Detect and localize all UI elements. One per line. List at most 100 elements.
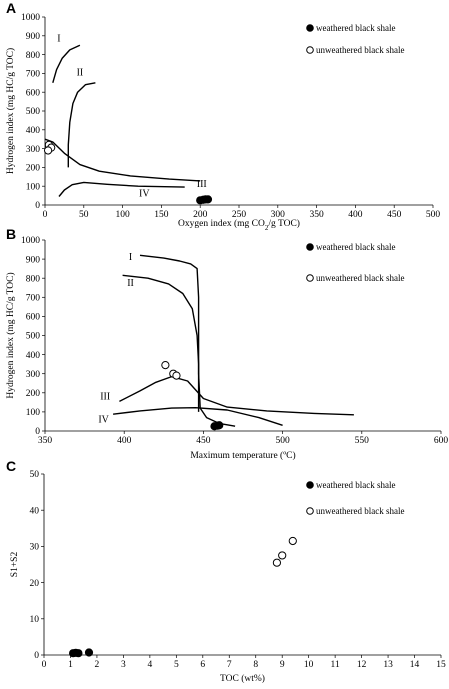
y-tick-label: 10	[30, 615, 40, 625]
y-axis-label: Hydrogen index (mg HC/g TOC)	[5, 48, 16, 174]
panel-letter: C	[6, 458, 16, 474]
x-axis-label-part: Oxygen index (mg CO	[178, 218, 265, 229]
y-tick-label: 20	[30, 579, 40, 589]
x-tick-label: 500	[426, 210, 441, 220]
legend-label: unweathered black shale	[316, 273, 404, 283]
kerogen-curve-IV	[113, 407, 283, 426]
kerogen-curve-II	[122, 274, 200, 412]
x-axis-label-part: 2	[265, 224, 269, 232]
x-tick-label: 9	[280, 660, 285, 670]
y-tick-label: 400	[26, 351, 41, 361]
chart-panel-a: A 0 100 200 300 400 500 600 700 800 900 1000 0 50 100 1…	[5, 0, 440, 232]
x-tick-label: 200	[193, 210, 208, 220]
x-axis-label: TOC (wt%)	[220, 673, 265, 684]
y-tick-label: 600	[26, 313, 41, 323]
y-tick-label: 0	[34, 651, 39, 661]
panel-letter: B	[6, 226, 16, 242]
y-tick-label: 40	[30, 506, 40, 516]
x-tick-label: 6	[200, 660, 205, 670]
x-axis-label: Oxygen index (mg CO2/g TOC)	[178, 218, 300, 232]
unweathered-point	[161, 361, 170, 370]
y-tick-label: 200	[26, 389, 41, 399]
legend-label: weathered black shale	[316, 480, 395, 490]
x-tick-label: 450	[196, 436, 211, 446]
weathered-point	[203, 195, 213, 204]
x-tick-label: 0	[42, 660, 47, 670]
legend-label: unweathered black shale	[316, 506, 404, 516]
y-tick-label: 1000	[21, 13, 40, 23]
x-tick-label: 11	[331, 660, 340, 670]
y-tick-label: 100	[26, 408, 41, 418]
kerogen-curve-III	[119, 375, 354, 416]
y-tick-label: 500	[26, 332, 41, 342]
x-tick-label: 15	[436, 660, 446, 670]
x-tick-label: 400	[117, 436, 132, 446]
legend-marker-unweathered	[306, 46, 314, 54]
y-tick-label: 0	[35, 201, 40, 211]
legend-label: weathered black shale	[316, 23, 395, 33]
weathered-point	[74, 649, 83, 658]
kerogen-curve-IV	[58, 181, 185, 197]
y-tick-label: 900	[26, 32, 41, 42]
legend-marker-weathered	[306, 24, 314, 32]
x-axis-label-part: /g TOC)	[268, 218, 300, 229]
x-tick-label: 7	[227, 660, 232, 670]
y-tick-label: 200	[26, 164, 41, 174]
kerogen-curve-II	[67, 82, 96, 168]
unweathered-point	[44, 146, 53, 155]
kerogen-curve-I	[52, 44, 81, 83]
curve-label: IV	[98, 414, 109, 425]
x-tick-label: 3	[121, 660, 126, 670]
y-tick-label: 700	[26, 294, 41, 304]
y-tick-label: 400	[26, 126, 41, 136]
y-tick-label: 30	[30, 543, 40, 553]
x-tick-label: 400	[348, 210, 363, 220]
curve-label: IV	[139, 189, 150, 200]
x-tick-label: 100	[115, 210, 130, 220]
curve-label: III	[197, 179, 207, 190]
legend-marker-weathered	[306, 243, 314, 251]
unweathered-point	[172, 371, 181, 380]
x-tick-label: 1	[68, 660, 73, 670]
y-axis-label: S1+S2	[10, 552, 20, 578]
x-tick-label: 5	[174, 660, 179, 670]
unweathered-point	[272, 558, 282, 567]
x-axis-label: Maximum temperature (ºC)	[190, 450, 295, 461]
panel-letter: A	[6, 0, 16, 16]
unweathered-point	[288, 536, 297, 546]
curve-label: III	[100, 391, 110, 402]
legend-label: weathered black shale	[316, 242, 395, 252]
weathered-point	[84, 648, 94, 657]
y-tick-label: 1000	[21, 236, 40, 246]
x-tick-label: 12	[357, 660, 367, 670]
x-tick-label: 8	[253, 660, 258, 670]
weathered-point	[215, 421, 224, 430]
legend-marker-unweathered	[306, 507, 314, 515]
x-tick-label: 14	[410, 660, 420, 670]
y-tick-label: 900	[26, 255, 41, 265]
y-tick-label: 800	[26, 274, 41, 284]
kerogen-curve-I	[139, 254, 236, 427]
y-tick-label: 50	[30, 470, 40, 480]
unweathered-point	[278, 551, 287, 560]
y-axis-label: Hydrogen index (mg HC/g TOC)	[5, 272, 16, 398]
kerogen-curve-unlabeled	[44, 138, 201, 182]
curve-label: II	[127, 278, 134, 289]
curve-label: II	[77, 67, 84, 78]
x-tick-label: 500	[275, 436, 290, 446]
curve-label: I	[57, 33, 60, 44]
x-tick-label: 300	[271, 210, 286, 220]
y-tick-label: 100	[26, 182, 41, 192]
y-tick-label: 300	[26, 370, 41, 380]
curve-label: I	[129, 252, 132, 263]
x-tick-label: 150	[154, 210, 169, 220]
x-tick-label: 4	[147, 660, 152, 670]
x-tick-label: 350	[309, 210, 324, 220]
x-tick-label: 600	[434, 436, 449, 446]
x-tick-label: 2	[95, 660, 100, 670]
x-tick-label: 13	[383, 660, 393, 670]
x-tick-label: 250	[232, 210, 247, 220]
y-tick-label: 700	[26, 70, 41, 80]
y-tick-label: 300	[26, 145, 41, 155]
